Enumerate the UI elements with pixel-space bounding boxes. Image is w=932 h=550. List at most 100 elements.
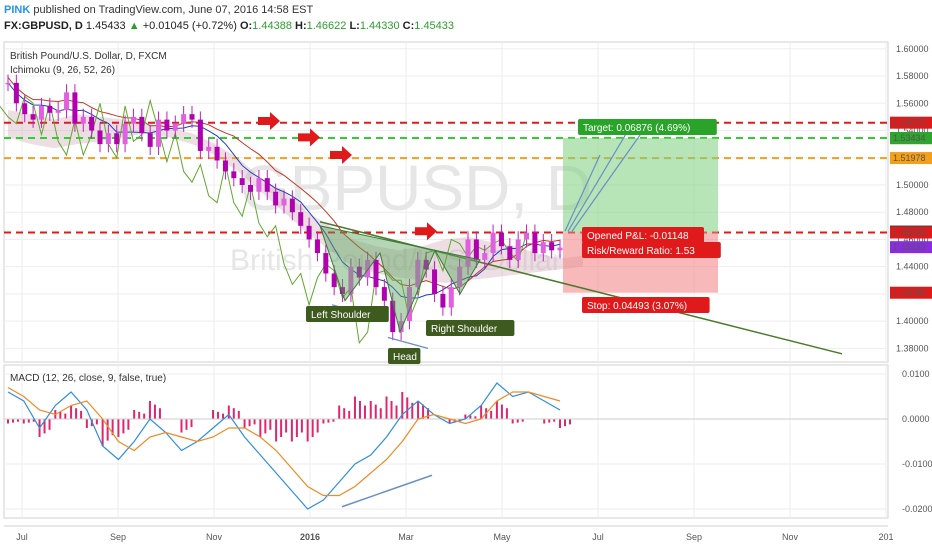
right-shoulder-label-bg: [426, 320, 515, 336]
candle-body: [289, 198, 295, 213]
candle-body: [80, 116, 86, 124]
price-axis-tag: [890, 241, 932, 254]
ichimoku-cloud: [8, 110, 583, 284]
candle-body: [490, 232, 496, 254]
price-axis-tag: [890, 286, 932, 299]
candle-body: [189, 114, 195, 120]
x-tick-label: Jul: [16, 532, 28, 542]
x-tick-label: May: [493, 532, 511, 542]
y-tick-label: 1.56000: [896, 98, 929, 108]
candle-body: [298, 212, 304, 226]
price-axis-tag: [890, 132, 932, 145]
candle-body: [498, 232, 504, 247]
candle-body: [540, 242, 546, 254]
x-tick-label: Nov: [782, 532, 799, 542]
macd-pane: [3, 364, 889, 519]
target-label: Target: 0.06876 (4.69%): [583, 123, 690, 134]
candle-body: [507, 246, 513, 260]
head-label: Head: [393, 352, 417, 363]
author-name[interactable]: PINK: [4, 4, 31, 16]
x-tick-label: Sep: [110, 532, 126, 542]
candle-body: [406, 287, 412, 322]
candle-body: [122, 123, 128, 145]
risk-reward-label-bg: [582, 242, 721, 258]
x-tick-label: 2016: [300, 532, 320, 542]
head-label-bg: [388, 348, 421, 364]
candle-body: [130, 116, 136, 124]
candle-body: [524, 232, 530, 240]
candle-body: [314, 239, 320, 254]
neckline-trendline: [319, 221, 843, 355]
candle-body: [557, 247, 563, 251]
candle-body: [38, 106, 44, 120]
price-axis-tag-label: 1.46508: [893, 228, 926, 238]
candle-body: [390, 300, 396, 333]
publish-line: PINK published on TradingView.com, June …: [4, 4, 313, 16]
candle-body: [239, 178, 245, 185]
price-axis-tag-label: 1.53434: [893, 133, 926, 143]
candle-body: [264, 178, 270, 192]
candle-body: [465, 239, 471, 267]
up-arrow-icon: ▲: [128, 20, 140, 32]
candle-body: [473, 239, 479, 260]
close-value: 1.45433: [414, 20, 455, 32]
macd-tick-label: 0.0000: [902, 414, 930, 424]
target-zone: [563, 138, 718, 233]
price-axis-tag-label: 1.54575: [893, 118, 926, 128]
candle-body: [105, 133, 111, 145]
macd-tick-label: -0.0200: [902, 504, 932, 514]
red-arrow-icon: [415, 222, 437, 241]
candle-body: [515, 239, 521, 260]
last-price: 1.45433: [85, 20, 126, 32]
price-axis-tag: [890, 116, 932, 129]
candle-body: [415, 259, 421, 288]
price-axis-tag-label: 1.42088: [893, 288, 926, 298]
candle-body: [64, 92, 70, 111]
red-arrow-icon: [330, 146, 352, 165]
y-tick-label: 1.40000: [896, 316, 929, 326]
chart-header: PINK published on TradingView.com, June …: [0, 0, 932, 40]
macd-divergence-arrow: [341, 474, 433, 508]
candle-body: [423, 259, 429, 270]
stop-label-bg: [582, 297, 710, 313]
candle-body: [30, 114, 36, 120]
candle-body: [22, 103, 28, 115]
red-arrow-icon: [298, 128, 320, 147]
macd-title: MACD (12, 26, close, 9, false, true): [10, 373, 166, 384]
candle-body: [331, 273, 337, 288]
chart-canvas[interactable]: Jul Sep Nov 2016 Mar May Jul Sep Nov 201 1.60000 1.…: [0, 40, 932, 550]
projection-arrow-line: [564, 154, 601, 232]
price-axis-tag-label: 1.45433: [893, 242, 926, 252]
candle-body: [97, 130, 103, 145]
open-label: O:: [239, 20, 253, 32]
candle-body: [398, 321, 404, 333]
macd-tick-label: -0.0100: [902, 459, 932, 469]
x-tick-label: Sep: [686, 532, 702, 542]
candle-body: [222, 160, 228, 172]
target-label-bg: [578, 119, 717, 135]
candle-body: [306, 225, 312, 240]
candle-body: [172, 123, 178, 131]
right-shoulder-label: Right Shoulder: [431, 324, 498, 335]
candle-body: [532, 232, 538, 254]
red-arrow-icon: [258, 111, 280, 130]
y-tick-label: 1.44000: [896, 262, 929, 272]
price-axis-tag: [890, 152, 932, 165]
opened-pl-label: Opened P&L: -0.01148: [587, 231, 689, 242]
macd-tick-label: 0.0100: [902, 369, 930, 379]
y-tick-label: 1.46000: [896, 234, 929, 244]
low-label: L:: [349, 20, 360, 32]
candle-body: [164, 119, 170, 131]
candle-body: [214, 146, 220, 161]
candle-body: [323, 253, 329, 274]
candle-body: [549, 242, 555, 251]
candle-body: [114, 133, 120, 145]
candle-body: [373, 259, 379, 288]
y-tick-label: 1.54000: [896, 126, 929, 136]
symbol-label[interactable]: FX:GBPUSD, D: [4, 20, 83, 32]
high-value: 1.46622: [306, 20, 347, 32]
candle-body: [448, 287, 454, 308]
watermark-symbol: GBPUSD, D: [240, 152, 592, 224]
y-tick-label: 1.38000: [896, 343, 929, 353]
macd-line: [7, 382, 561, 510]
